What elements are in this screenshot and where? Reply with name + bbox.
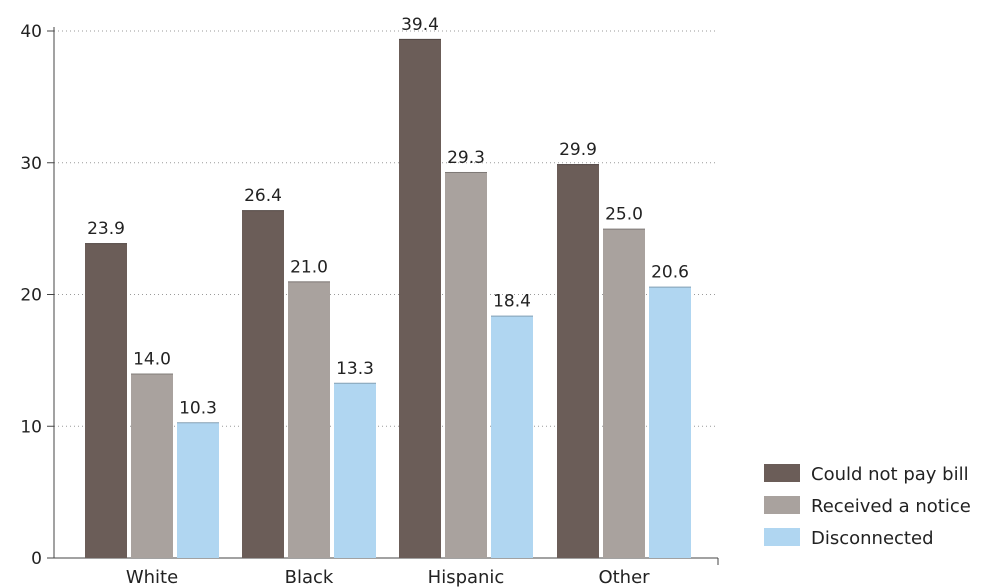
value-label: 29.3 (447, 148, 485, 168)
value-label: 29.9 (559, 140, 597, 160)
bar-black-series-2 (288, 281, 330, 558)
bar-other-series-3 (649, 287, 691, 558)
y-tick-label: 40 (20, 22, 42, 42)
legend-label: Received a notice (811, 496, 971, 517)
bar-hispanic-series-3 (491, 316, 533, 558)
category-label: Other (598, 567, 650, 587)
category-label: Hispanic (428, 567, 505, 587)
value-label: 14.0 (133, 350, 171, 370)
bar-black-series-3 (334, 383, 376, 558)
bar-white-series-1 (85, 243, 127, 558)
bar-white-series-2 (131, 374, 173, 558)
legend-swatch (764, 496, 800, 514)
legend-swatch (764, 528, 800, 546)
bars (85, 39, 691, 558)
value-label: 18.4 (493, 292, 531, 312)
value-label: 25.0 (605, 205, 643, 225)
bar-white-series-3 (177, 422, 219, 558)
legend-label: Could not pay bill (811, 464, 969, 485)
y-tick-label: 20 (20, 286, 42, 306)
y-tick-label: 30 (20, 154, 42, 174)
bar-other-series-1 (557, 164, 599, 558)
category-label: Black (285, 567, 334, 587)
legend-label: Disconnected (811, 528, 934, 549)
y-tick-label: 10 (20, 417, 42, 437)
value-label: 20.6 (651, 263, 689, 283)
value-label: 10.3 (179, 398, 217, 418)
value-label: 26.4 (244, 186, 282, 206)
legend: Could not pay bill Received a notice Disco… (764, 464, 971, 549)
category-label: White (126, 567, 178, 587)
bar-hispanic-series-2 (445, 172, 487, 558)
legend-swatch (764, 464, 800, 482)
value-label: 39.4 (401, 15, 439, 35)
value-label: 13.3 (336, 359, 374, 379)
bar-black-series-1 (242, 210, 284, 558)
bar-other-series-2 (603, 229, 645, 558)
y-tick-label: 0 (31, 549, 42, 569)
value-label: 23.9 (87, 219, 125, 239)
bar-hispanic-series-1 (399, 39, 441, 558)
value-label: 21.0 (290, 257, 328, 277)
